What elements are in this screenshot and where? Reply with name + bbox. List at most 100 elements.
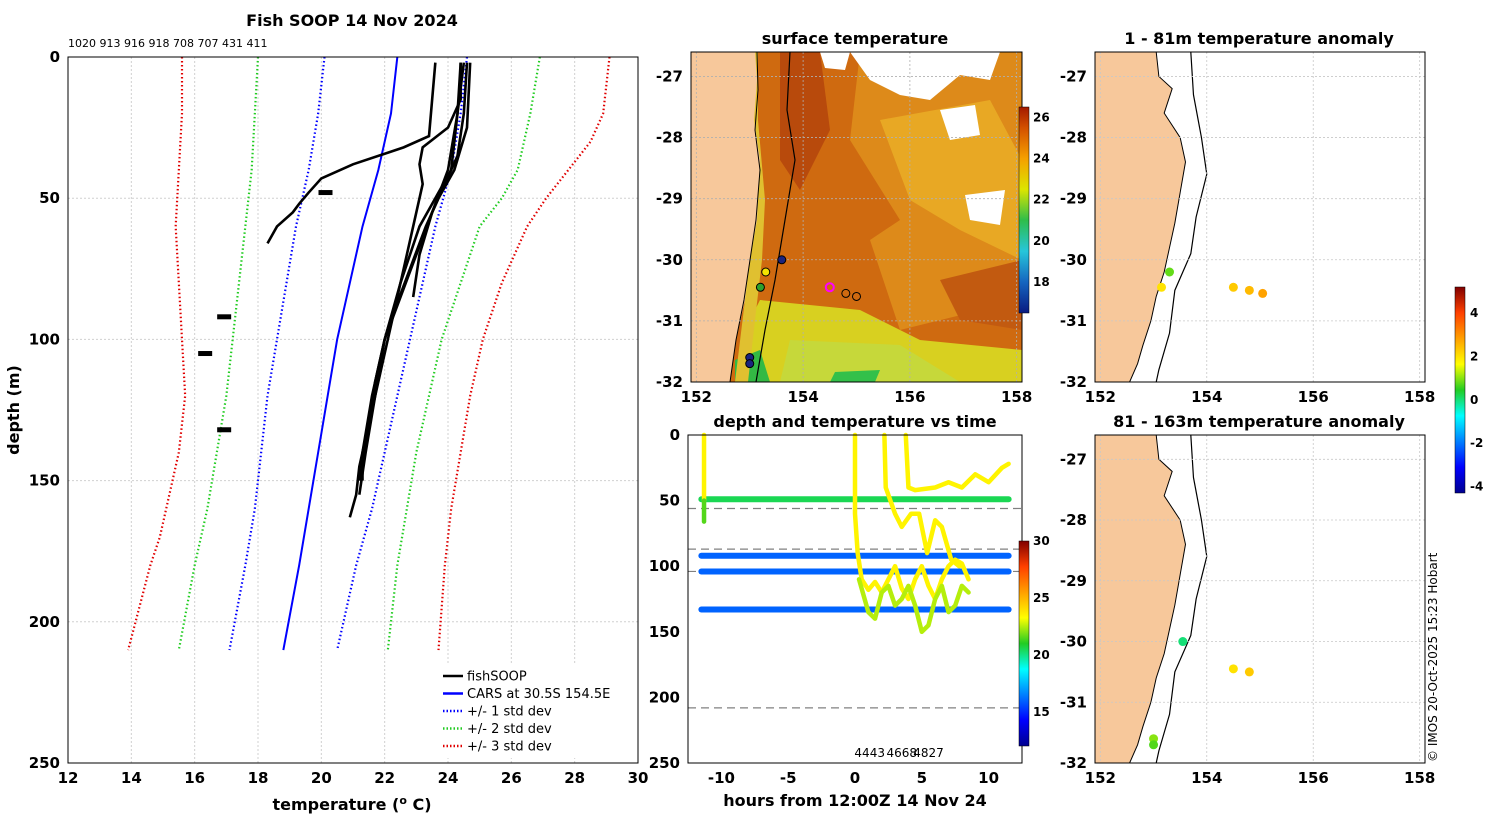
anomaly-point [1149,740,1159,750]
series-line [266,62,437,245]
sst-title: surface temperature [762,29,949,48]
lat-tick-label: -28 [656,129,683,147]
legend-label: CARS at 30.5S 154.5E [467,687,610,702]
time-chart: depth and temperature vs time -10 -5 0 5 100… [649,412,1050,810]
lat-tick-label: -27 [1060,450,1087,468]
colorbar-tick: 24 [1033,152,1050,166]
x-tick-label: 0 [850,769,860,787]
x-tick-label: 14 [121,769,142,787]
sst-colorbar [1018,106,1030,314]
profile-title: Fish SOOP 14 Nov 2024 [246,11,458,30]
lat-tick-label: -30 [1060,633,1087,651]
x-tick-label: 16 [184,769,205,787]
colorbar-tick: 4 [1470,306,1478,320]
anomaly-point [1244,667,1254,677]
lon-tick-label: 152 [681,388,712,406]
time-colorbar-ticks: 15 20 25 30 [1033,534,1050,719]
colorbar-tick: -4 [1470,479,1483,493]
x-tick-label: 28 [564,769,585,787]
time-colorbar [1018,540,1030,747]
lon-tick-label: 156 [894,388,925,406]
station-marker [755,282,765,292]
profile-blob [318,190,333,196]
lat-tick-label: -32 [1060,754,1087,772]
y-tick-label: 100 [29,330,60,348]
y-tick-label: 200 [29,613,60,631]
lat-tick-label: -31 [1060,693,1087,711]
y-tick-label: 50 [659,492,680,510]
x-tick-label: 10 [978,769,999,787]
colorbar-tick: 22 [1033,193,1050,207]
profile-series [127,56,611,651]
anomaly-colorbar [1454,286,1466,494]
series-line [177,56,260,651]
x-tick-label: 12 [58,769,79,787]
station-marker [841,288,851,298]
x-tick-label: 5 [917,769,927,787]
lat-tick-label: -29 [1060,572,1087,590]
anomaly-point [1178,637,1188,647]
x-tick-label: 22 [374,769,395,787]
lat-tick-label: -30 [1060,251,1087,269]
profile-grid [68,57,638,763]
time-title: depth and temperature vs time [713,412,996,431]
lon-tick-label: 158 [1404,388,1435,406]
time-tracks [698,432,1012,635]
anom2-points [1149,637,1254,750]
station-marker [824,282,835,293]
y-tick-label: 100 [649,557,680,575]
lon-tick-label: 154 [787,388,818,406]
y-tick-label: 0 [670,426,680,444]
y-tick-label: 0 [50,48,60,66]
colorbar-tick: -2 [1470,436,1483,450]
legend-label: +/- 3 std dev [467,740,552,755]
series-line [127,57,187,651]
y-tick-label: 250 [29,754,60,772]
legend-label: +/- 1 std dev [467,705,552,720]
x-tick-label: 26 [501,769,522,787]
profile-axes-box [67,56,639,764]
lat-tick-label: -31 [656,312,683,330]
anom1-title: 1 - 81m temperature anomaly [1124,29,1394,48]
colorbar-tick: 18 [1033,275,1050,289]
lat-tick-label: -32 [1060,373,1087,391]
series-line [361,62,462,481]
depth-track [882,432,962,569]
sst-field [691,52,1022,382]
lat-tick-label: -28 [1060,511,1087,529]
lat-tick-label: -29 [1060,190,1087,208]
lon-tick-label: 154 [1191,769,1222,787]
lon-tick-label: 154 [1191,388,1222,406]
coastline [1129,434,1186,764]
y-tick-label: 150 [29,472,60,490]
station-marker [852,291,861,301]
colorbar-tick: 20 [1033,234,1050,248]
anom2-axes-box [1094,434,1426,764]
sst-map: surface temperature 152 154 156 158 -27 -28 -2… [656,29,1050,406]
x-tick-label: 24 [438,769,459,787]
lon-tick-label: 156 [1298,388,1329,406]
anomaly-map-deep: 81 - 163m temperature anomaly 152 154 156 1… [1060,412,1435,787]
lon-tick-label: 156 [1298,769,1329,787]
series-line [358,62,469,495]
sst-grid [691,52,1022,382]
profile-blob [198,351,213,357]
sst-stations [745,255,861,369]
station-marker [761,267,771,277]
anomaly-point [1228,664,1238,674]
colorbar-tick: 26 [1033,110,1050,124]
profile-blob [217,314,232,320]
y-tick-label: 150 [649,623,680,641]
station-marker [745,359,755,369]
legend-label: fishSOOP [467,670,527,685]
colorbar-tick: 30 [1033,534,1050,548]
profile-xlabel: temperature (o C) [272,794,431,814]
y-tick-label: 250 [649,754,680,772]
anom1-points [1157,267,1268,298]
y-tick-label: 200 [649,688,680,706]
shelf-contour [1155,51,1208,383]
series-line [282,56,399,651]
